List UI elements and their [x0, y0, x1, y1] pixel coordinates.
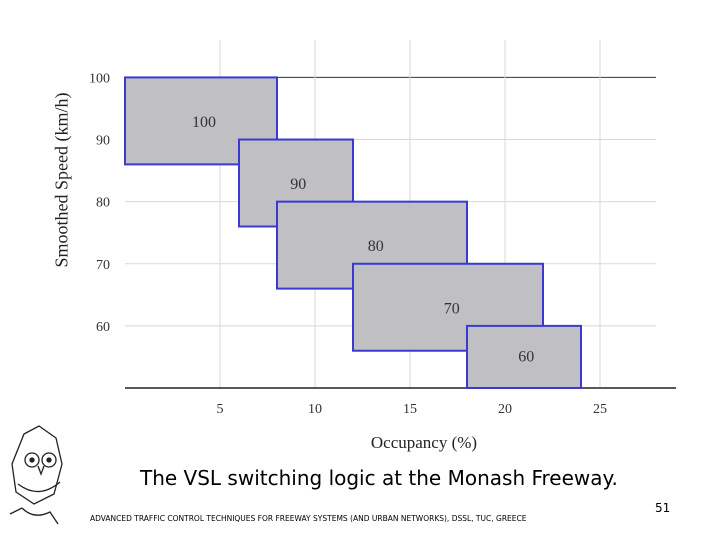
- y-tick-70: 70: [96, 258, 110, 273]
- x-tick-20: 20: [498, 402, 512, 417]
- x-tick-10: 10: [308, 402, 322, 417]
- y-tick-90: 90: [96, 134, 110, 149]
- y-tick-80: 80: [96, 196, 110, 211]
- vsl-chart: 100 90 80 70 60 60 70 80 90 100 5 10 15 20 25: [89, 40, 676, 417]
- speed-zone-label-70: 70: [444, 300, 460, 317]
- page-number: 51: [655, 501, 671, 515]
- slide-footer: ADVANCED TRAFFIC CONTROL TECHNIQUES FOR …: [90, 514, 527, 523]
- speed-zone-60: [466, 324, 582, 389]
- slide-caption: The VSL switching logic at the Monash Fr…: [140, 466, 618, 490]
- speed-zone-label-60: 60: [518, 348, 534, 365]
- speed-zone-label-80: 80: [368, 238, 384, 255]
- speed-zone-label-100: 100: [192, 114, 216, 131]
- tick-labels: 60 70 80 90 100 5 10 15 20 25: [89, 71, 607, 417]
- owl-logo-icon: [4, 424, 74, 535]
- x-tick-25: 25: [593, 402, 607, 417]
- y-tick-100: 100: [89, 71, 110, 86]
- y-axis-title: Smoothed Speed (km/h): [51, 92, 72, 268]
- x-axis-title: Occupancy (%): [370, 433, 478, 452]
- speed-zones: 100 90 80 70 60: [124, 76, 582, 389]
- x-tick-5: 5: [217, 402, 224, 417]
- x-tick-15: 15: [403, 402, 417, 417]
- speed-zone-label-90: 90: [290, 176, 306, 193]
- y-tick-60: 60: [96, 320, 110, 335]
